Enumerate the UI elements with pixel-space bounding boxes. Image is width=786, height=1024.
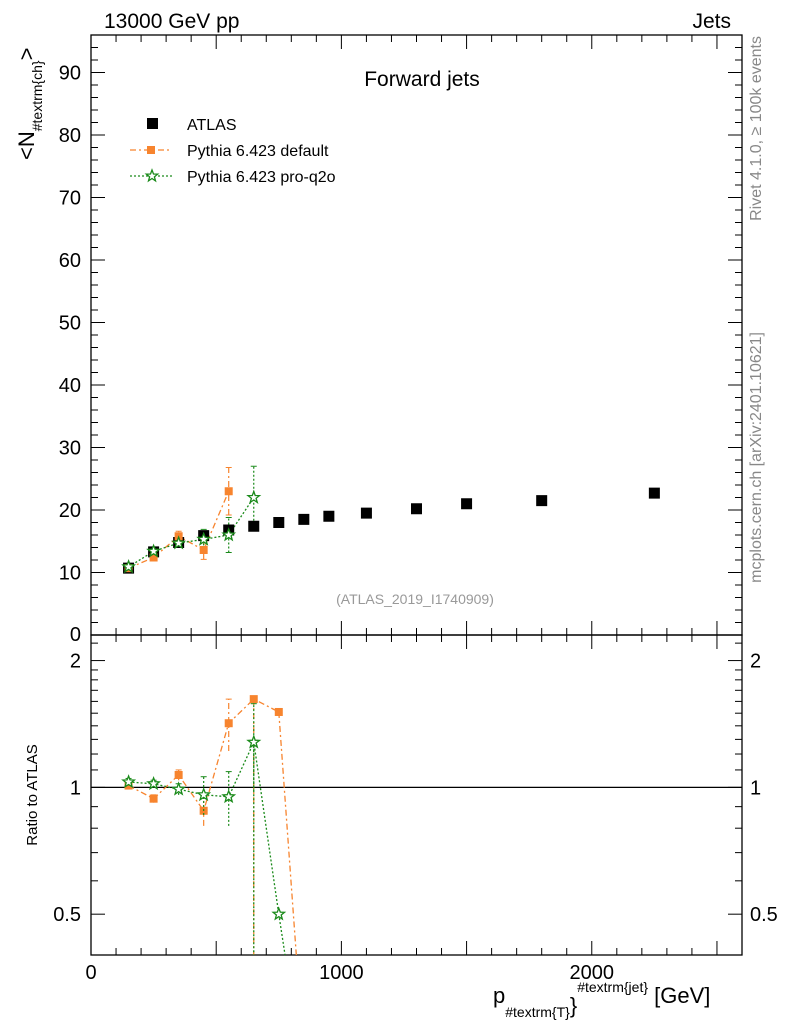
ratio-mc-point [249, 695, 258, 704]
ratio-panel-frame [90, 634, 743, 956]
atlas-data-point [323, 510, 335, 522]
main-series-line [128, 497, 255, 568]
ratio-mc-point [121, 774, 137, 789]
main-ytick-label: 20 [59, 500, 81, 522]
xlabel-sup: #textrm{jet} [577, 979, 648, 995]
atlas-data-point [360, 507, 372, 519]
side-rivet-label: Rivet 4.1.0, ≥ 100k events [748, 36, 765, 221]
main-ytick-label: 50 [59, 313, 81, 335]
main-mc-point [221, 527, 237, 542]
header-left: 13000 GeV pp [104, 10, 239, 33]
main-ytick-label: 80 [59, 125, 81, 147]
xtick-label: 1000 [319, 962, 364, 984]
legend-atlas-label: ATLAS [187, 117, 237, 134]
ratio-ytick-label: 0.5 [53, 904, 81, 926]
atlas-data-point [273, 517, 285, 528]
ratio-series-dropoff [278, 914, 286, 956]
atlas-data-point [648, 487, 660, 499]
atlas-data-point [248, 520, 260, 532]
xtick-label: 0 [85, 962, 96, 984]
xtick-label: 2000 [570, 962, 615, 984]
main-ytick-label-zero: 0 [70, 624, 81, 646]
ratio-mc-point [174, 770, 183, 779]
main-ytick-label: 70 [59, 188, 81, 210]
ratio-mc-point [171, 781, 187, 796]
side-mcplots-label: mcplots.cern.ch [arXiv:2401.10621] [748, 332, 765, 583]
main-mc-point [171, 535, 187, 550]
ratio-mc-point [271, 906, 287, 921]
legend-default-label: Pythia 6.423 default [187, 143, 329, 160]
main-ytick-label: 40 [59, 375, 81, 397]
xlabel-unit: [GeV] [648, 983, 710, 1008]
analysis-watermark: (ATLAS_2019_I1740909) [336, 591, 494, 607]
ratio-ytick-label-right: 1 [750, 777, 761, 799]
main-mc-point [149, 553, 158, 562]
main-series-line [128, 491, 230, 569]
main-ytick-label: 10 [59, 563, 81, 585]
atlas-data-point [536, 495, 548, 507]
atlas-data-point [411, 503, 422, 515]
ratio-ytick-label-right: 0.5 [750, 904, 778, 926]
ratio-ytick-label: 1 [70, 777, 81, 799]
main-mc-point [246, 489, 262, 504]
main-mc-point [146, 543, 162, 558]
main-mc-point [224, 487, 233, 496]
plot-subtitle: Forward jets [364, 68, 480, 91]
atlas-data-point [298, 513, 310, 525]
main-ylabel-tail: > [14, 48, 39, 61]
main-ylabel-base: <N [14, 131, 39, 160]
ratio-mc-point [224, 719, 233, 728]
ratio-mc-point [196, 786, 212, 802]
chart-marks: 10 20 30 40 50 60 70 80 90 0 0 1000 2000 0.5 0.5 1 1 2 2 [53, 34, 778, 984]
ratio-mc-point [149, 794, 158, 803]
xlabel-sub: #textrm{T} [505, 1004, 570, 1020]
ratio-mc-point [274, 707, 283, 716]
legend-default-marker [147, 146, 155, 154]
legend-atlas-marker [147, 118, 158, 129]
ratio-series-line [128, 739, 280, 915]
main-ylabel: <N#textrm{ch}> [14, 48, 45, 160]
ratio-mc-point [246, 734, 262, 749]
main-ylabel-sub: #textrm{ch} [29, 60, 45, 131]
atlas-data-point [461, 498, 473, 510]
x-axis-label: p#textrm{T}}#textrm{jet} [GeV] [493, 979, 710, 1020]
ratio-series-dropoff [278, 711, 297, 956]
ratio-ytick-label-right: 2 [750, 651, 761, 673]
main-ytick-label: 90 [59, 63, 81, 85]
xlabel-brace: } [570, 993, 577, 1018]
main-ytick-label: 30 [59, 438, 81, 460]
main-mc-point [121, 559, 137, 574]
header-right: Jets [692, 10, 731, 33]
main-mc-point [199, 546, 208, 554]
legend: ATLAS Pythia 6.423 default Pythia 6.423 … [130, 117, 336, 186]
ratio-ylabel: Ratio to ATLAS [24, 744, 41, 845]
main-ytick-label: 60 [59, 250, 81, 272]
legend-proq2o-marker [144, 168, 160, 183]
main-mc-point [196, 531, 212, 546]
ratio-ytick-label: 2 [70, 651, 81, 673]
xlabel-base: p [493, 983, 505, 1008]
legend-proq2o-label: Pythia 6.423 pro-q2o [187, 169, 336, 186]
ratio-mc-point [221, 788, 237, 804]
ratio-mc-point [146, 775, 162, 791]
